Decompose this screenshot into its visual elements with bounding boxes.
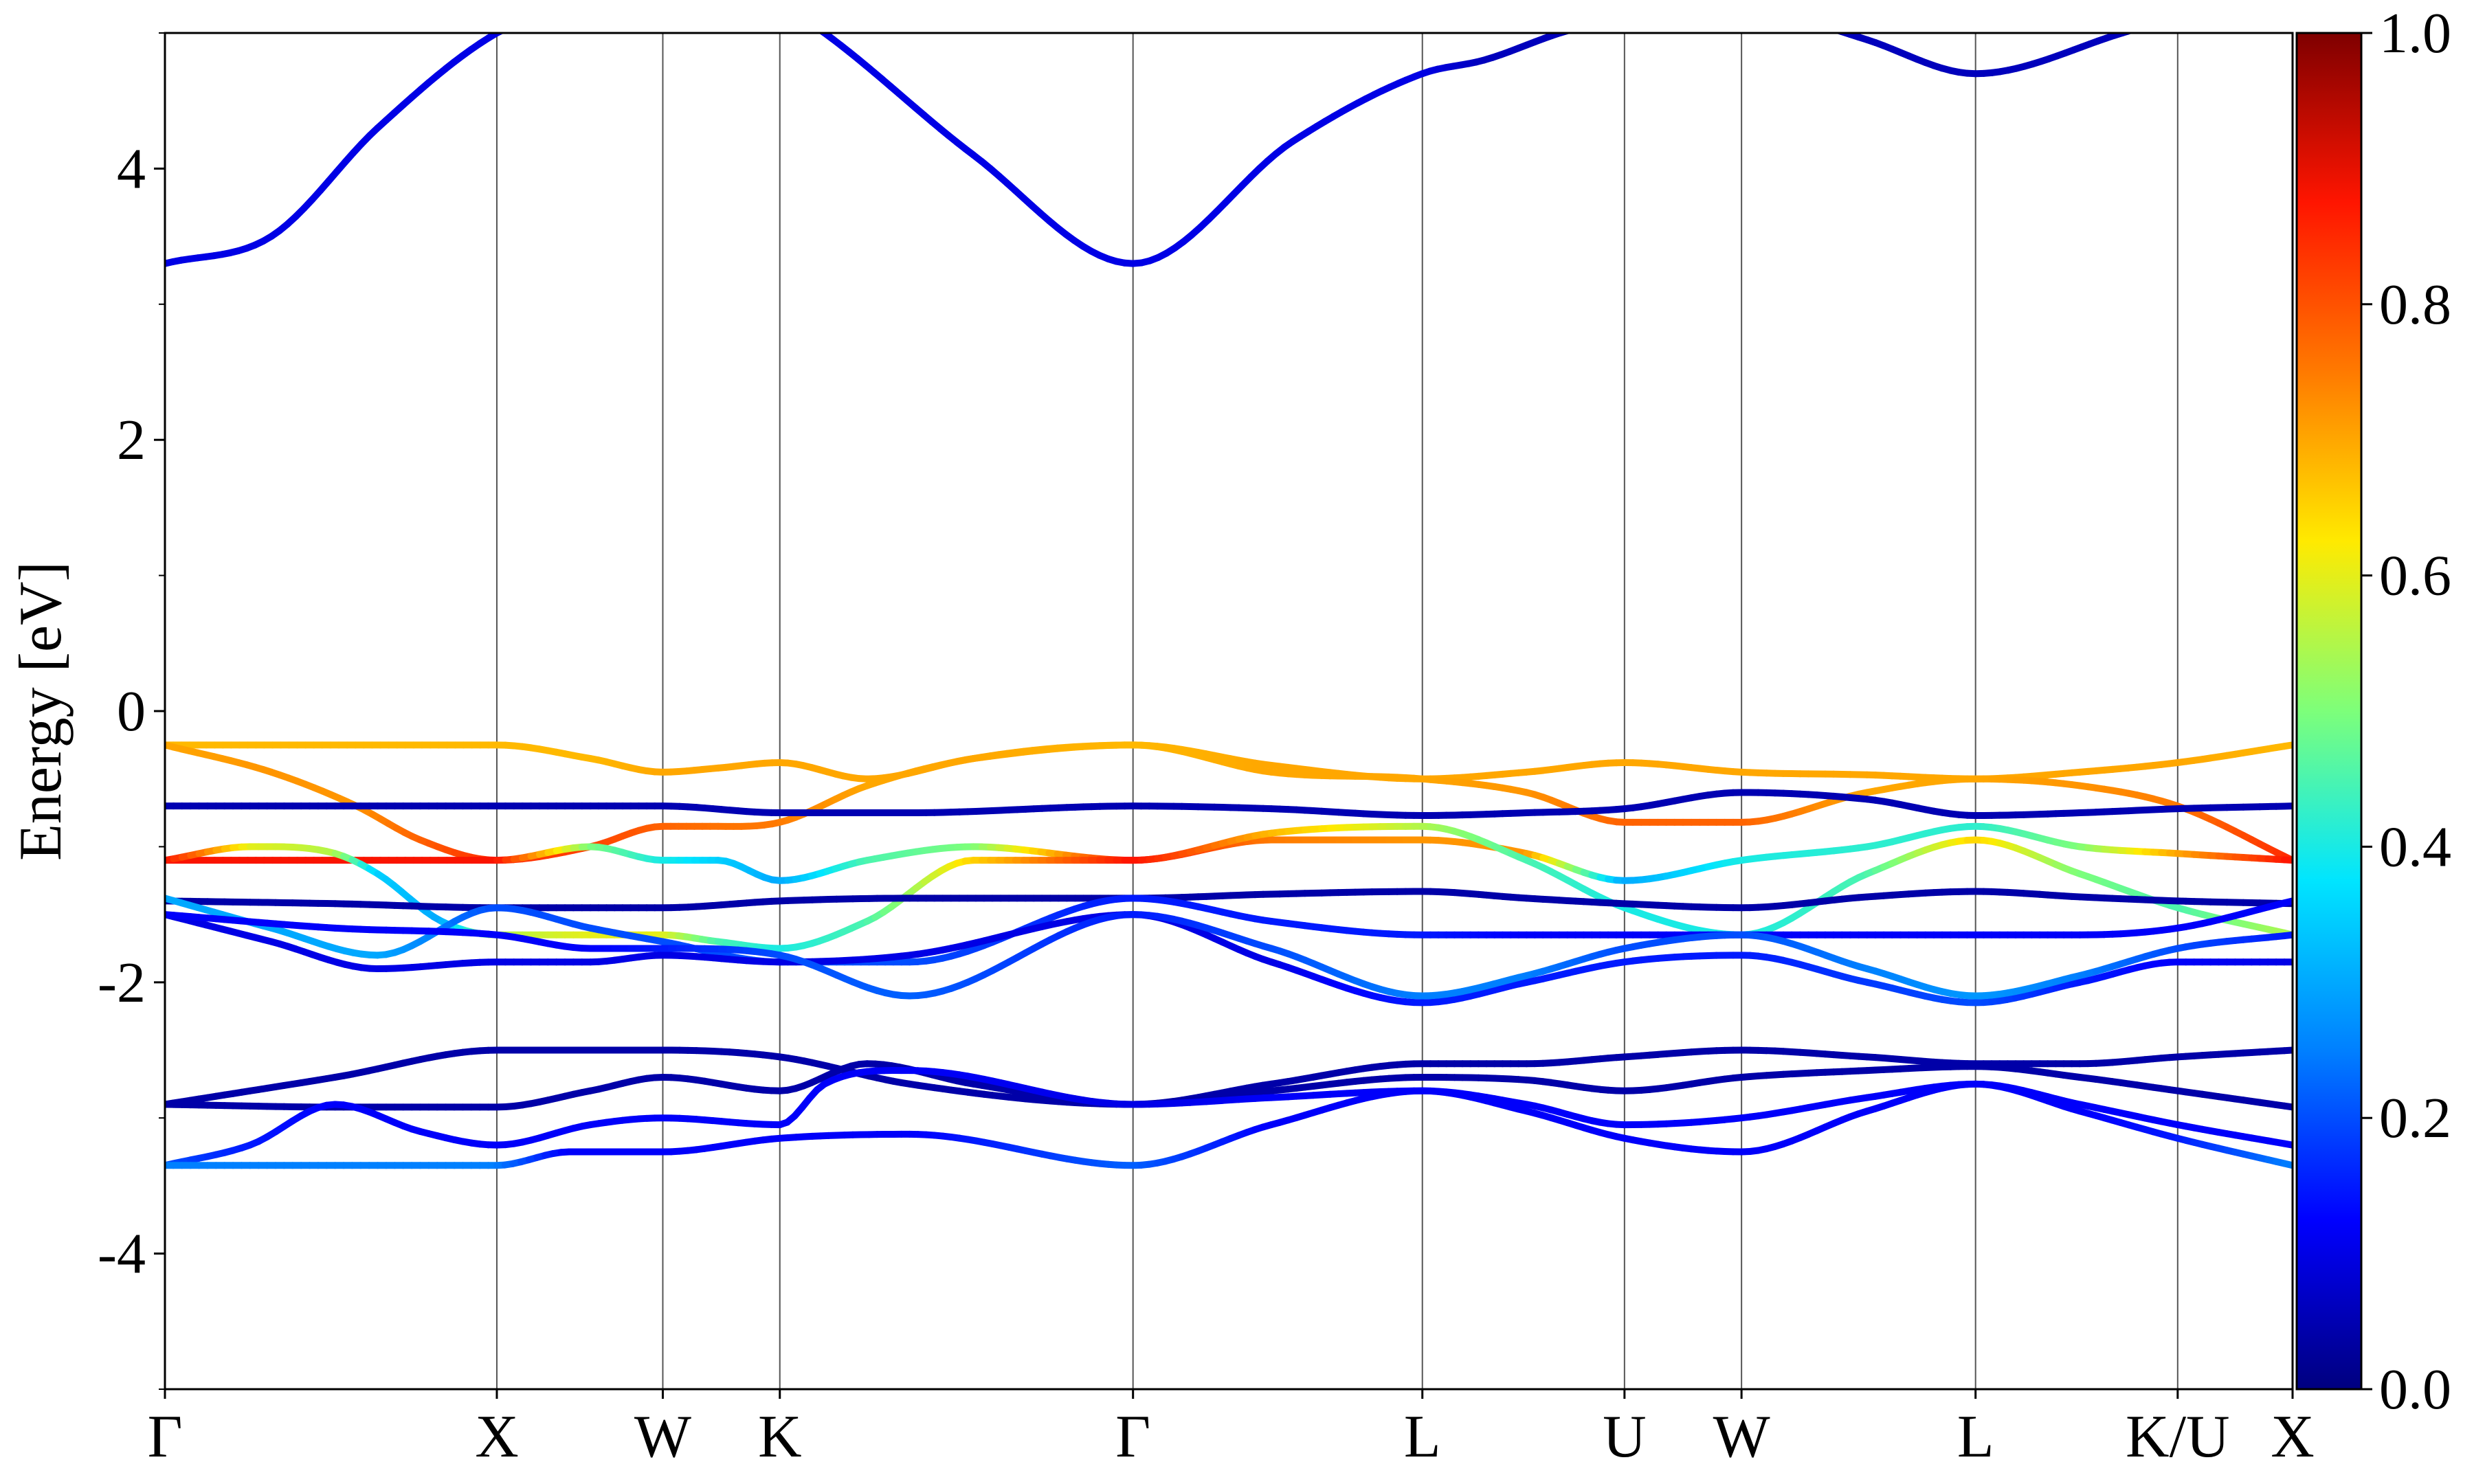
band-segment xyxy=(2281,856,2293,864)
band-segment xyxy=(1585,26,1591,27)
band-segment xyxy=(2281,1102,2293,1111)
kpoint-label: W xyxy=(634,1404,691,1470)
colorbar-tick-label: 0.2 xyxy=(2379,1086,2451,1150)
band-segment xyxy=(2124,33,2135,35)
band-segment xyxy=(2132,33,2134,34)
band-segment xyxy=(2139,26,2144,28)
band-segment xyxy=(2281,1160,2293,1169)
band-line xyxy=(165,26,516,267)
band-line xyxy=(165,888,2293,912)
plot-frame xyxy=(164,32,2294,1391)
kpoint-label: K xyxy=(758,1404,802,1470)
y-axis-label: Energy [eV] xyxy=(8,561,74,861)
kpoint-label: X xyxy=(2271,1404,2315,1470)
band-line xyxy=(165,895,2293,966)
colorbar-tick-label: 0.0 xyxy=(2379,1358,2451,1421)
band-segment xyxy=(506,27,511,29)
band-segment xyxy=(814,26,816,27)
band-line xyxy=(165,911,2293,1007)
band-line xyxy=(165,911,2293,1000)
kpoint-label: Γ xyxy=(148,1404,183,1470)
colorbar: 0.0 0.2 0.4 0.6 0.8 1.0 xyxy=(2295,1,2451,1421)
band-line xyxy=(814,26,1591,267)
band-segment xyxy=(2281,1140,2293,1149)
band-line xyxy=(165,1080,2293,1169)
band-segment xyxy=(818,33,825,35)
kpoint-label: L xyxy=(1957,1404,1994,1470)
y-tick-label: 4 xyxy=(117,137,146,201)
bands xyxy=(165,26,2293,1169)
kpoint-label: X xyxy=(475,1404,519,1470)
colorbar-tick-label: 0.8 xyxy=(2379,273,2451,337)
colorbar-tick-label: 1.0 xyxy=(2379,1,2451,65)
band-line xyxy=(165,822,2293,952)
kpoint-label: K/U xyxy=(2126,1404,2230,1470)
colorbar-ticks: 0.0 0.2 0.4 0.6 0.8 1.0 xyxy=(2361,1,2451,1421)
band-segment xyxy=(499,33,506,34)
band-segment xyxy=(1567,33,1573,34)
kpoint-label: W xyxy=(1713,1404,1770,1470)
kpoint-label: L xyxy=(1404,1404,1441,1470)
colorbar-tick-label: 0.6 xyxy=(2379,544,2451,608)
band-line xyxy=(165,1067,2293,1169)
colorbar-tick-label: 0.4 xyxy=(2379,815,2451,879)
band-segment xyxy=(511,26,516,27)
y-axis: 4 2 0 -2 -4 xyxy=(98,32,165,1390)
band-line xyxy=(165,789,2293,819)
colorbar-gradient xyxy=(2295,32,2363,1391)
band-segment xyxy=(1825,26,1833,29)
kpoint-gridlines xyxy=(495,33,2178,1389)
kpoint-label: U xyxy=(1603,1404,1647,1470)
y-tick-label: 2 xyxy=(117,408,146,472)
band-segment xyxy=(1834,33,1845,36)
band-segment xyxy=(816,28,819,30)
band-segment xyxy=(2281,1046,2293,1055)
y-tick-label: 0 xyxy=(117,679,146,743)
x-axis: Γ X W K Γ L U W L K/U X xyxy=(148,1389,2315,1470)
y-tick-label: -4 xyxy=(98,1222,146,1286)
band-line xyxy=(165,822,2293,884)
band-segment xyxy=(2281,931,2293,940)
band-segment xyxy=(2281,741,2293,750)
band-segment xyxy=(2281,897,2293,907)
band-segment xyxy=(1574,28,1580,29)
kpoint-label: Γ xyxy=(1115,1404,1150,1470)
y-tick-label: -2 xyxy=(98,951,146,1015)
